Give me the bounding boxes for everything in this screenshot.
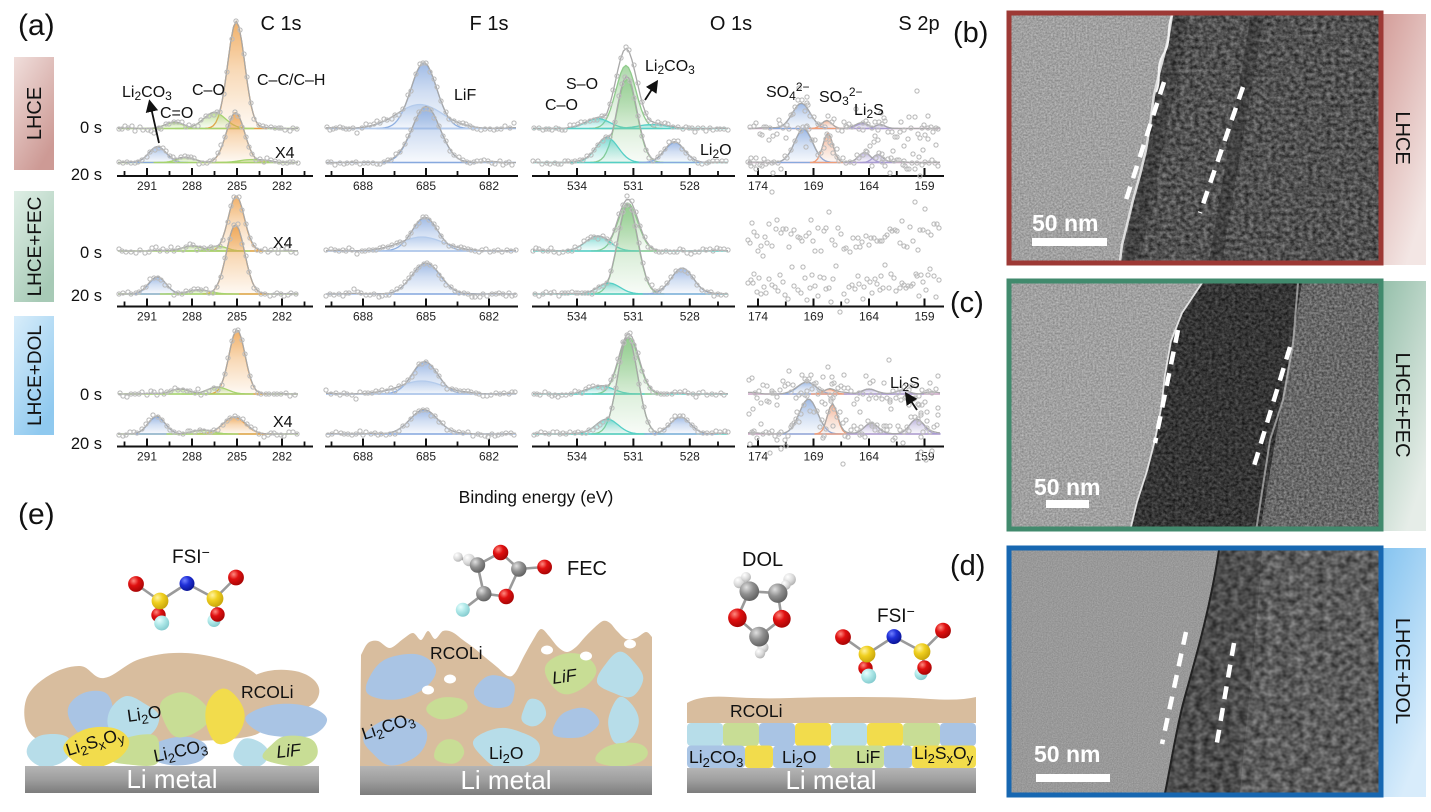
svg-text:LHCE: LHCE: [24, 87, 46, 140]
svg-text:685: 685: [416, 310, 436, 324]
svg-text:LHCE+FEC: LHCE+FEC: [1391, 352, 1413, 457]
svg-text:RCOLi: RCOLi: [430, 643, 483, 663]
svg-text:RCOLi: RCOLi: [241, 682, 294, 702]
svg-text:50 nm: 50 nm: [1034, 474, 1100, 500]
svg-text:20 s: 20 s: [71, 287, 102, 305]
svg-text:159: 159: [914, 310, 934, 324]
svg-text:C–O: C–O: [192, 82, 225, 99]
svg-text:Li2CO3: Li2CO3: [689, 747, 743, 770]
svg-text:Li2CO3: Li2CO3: [122, 84, 172, 103]
svg-text:169: 169: [803, 310, 823, 324]
svg-text:291: 291: [137, 179, 157, 193]
svg-text:291: 291: [137, 310, 157, 324]
svg-text:685: 685: [416, 179, 436, 193]
svg-text:528: 528: [680, 310, 700, 324]
svg-text:534: 534: [567, 450, 587, 464]
svg-text:Li2CO3: Li2CO3: [645, 58, 695, 77]
svg-text:Li metal: Li metal: [460, 765, 551, 795]
svg-text:282: 282: [272, 450, 292, 464]
svg-text:LHCE+DOL: LHCE+DOL: [1391, 618, 1413, 724]
svg-text:174: 174: [748, 310, 768, 324]
svg-text:682: 682: [479, 179, 499, 193]
svg-text:C–O: C–O: [545, 97, 578, 114]
svg-text:DOL: DOL: [742, 549, 783, 571]
svg-text:20 s: 20 s: [71, 166, 102, 184]
svg-text:S–O: S–O: [566, 76, 598, 93]
svg-text:RCOLi: RCOLi: [730, 701, 783, 721]
svg-text:S 2p: S 2p: [898, 13, 939, 35]
svg-text:285: 285: [227, 310, 247, 324]
svg-text:688: 688: [353, 310, 373, 324]
svg-text:291: 291: [137, 450, 157, 464]
svg-text:531: 531: [623, 450, 643, 464]
svg-text:174: 174: [748, 450, 768, 464]
svg-text:169: 169: [803, 179, 823, 193]
svg-text:O 1s: O 1s: [710, 13, 752, 35]
svg-text:Binding energy (eV): Binding energy (eV): [459, 487, 614, 507]
svg-text:0 s: 0 s: [80, 119, 102, 137]
svg-text:688: 688: [353, 179, 373, 193]
svg-text:C=O: C=O: [160, 105, 193, 122]
svg-text:164: 164: [859, 310, 879, 324]
svg-text:50 nm: 50 nm: [1032, 210, 1098, 236]
svg-text:Li metal: Li metal: [785, 765, 876, 795]
svg-text:X4: X4: [273, 414, 293, 431]
svg-text:X4: X4: [273, 235, 293, 252]
svg-text:LHCE+FEC: LHCE+FEC: [25, 197, 46, 297]
svg-text:285: 285: [227, 450, 247, 464]
svg-text:Li2S: Li2S: [890, 375, 920, 394]
svg-text:FEC: FEC: [567, 558, 607, 580]
svg-text:Li2O: Li2O: [489, 743, 523, 766]
svg-text:Li2SxOy: Li2SxOy: [914, 743, 974, 766]
svg-text:Li2O: Li2O: [782, 747, 816, 770]
svg-text:159: 159: [914, 179, 934, 193]
svg-text:50 nm: 50 nm: [1034, 741, 1100, 767]
svg-text:682: 682: [479, 450, 499, 464]
svg-text:20 s: 20 s: [71, 435, 102, 453]
svg-text:288: 288: [182, 310, 202, 324]
svg-text:LiF: LiF: [856, 747, 880, 767]
svg-text:Li2O: Li2O: [700, 142, 732, 161]
svg-text:285: 285: [227, 179, 247, 193]
svg-text:(b): (b): [953, 17, 988, 49]
svg-text:288: 288: [182, 450, 202, 464]
svg-text:C–C/C–H: C–C/C–H: [257, 72, 325, 89]
svg-text:174: 174: [748, 179, 768, 193]
svg-text:(e): (e): [18, 498, 55, 531]
svg-text:288: 288: [182, 179, 202, 193]
svg-text:0 s: 0 s: [80, 244, 102, 262]
svg-text:(d): (d): [950, 550, 985, 582]
svg-text:C 1s: C 1s: [260, 13, 301, 35]
svg-text:534: 534: [567, 179, 587, 193]
svg-text:X4: X4: [275, 145, 295, 162]
svg-text:685: 685: [416, 450, 436, 464]
svg-text:688: 688: [353, 450, 373, 464]
svg-text:164: 164: [859, 450, 879, 464]
svg-text:528: 528: [680, 450, 700, 464]
svg-text:LHCE+DOL: LHCE+DOL: [25, 325, 46, 426]
svg-text:LiF: LiF: [551, 665, 579, 688]
svg-text:Li metal: Li metal: [126, 764, 217, 794]
svg-text:LHCE: LHCE: [1391, 111, 1413, 164]
svg-text:531: 531: [623, 179, 643, 193]
svg-text:LiF: LiF: [275, 739, 303, 762]
svg-text:0 s: 0 s: [80, 386, 102, 404]
svg-text:Li2S: Li2S: [854, 102, 884, 121]
svg-text:282: 282: [272, 310, 292, 324]
svg-text:164: 164: [859, 179, 879, 193]
svg-text:531: 531: [623, 310, 643, 324]
svg-text:534: 534: [567, 310, 587, 324]
svg-text:169: 169: [803, 450, 823, 464]
svg-text:LiF: LiF: [454, 87, 476, 104]
svg-text:(c): (c): [950, 287, 984, 319]
svg-text:682: 682: [479, 310, 499, 324]
svg-text:(a): (a): [18, 9, 55, 42]
svg-text:F 1s: F 1s: [470, 13, 509, 35]
svg-text:282: 282: [272, 179, 292, 193]
svg-text:528: 528: [680, 179, 700, 193]
